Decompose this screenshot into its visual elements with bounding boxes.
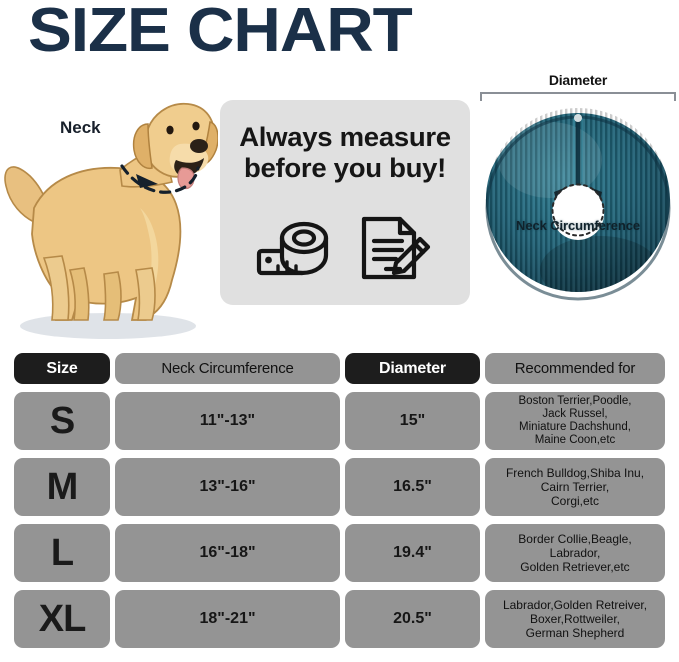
cell-recommended: Border Collie,Beagle, Labrador, Golden R… [485,524,665,582]
cell-size: S [14,392,110,450]
callout-line-2: before you buy! [244,153,446,183]
cell-neck: 18"-21" [115,590,340,648]
header-recommended-for: Recommended for [485,353,665,384]
cell-diameter: 15" [345,392,480,450]
cell-recommended: French Bulldog,Shiba Inu, Cairn Terrier,… [485,458,665,516]
header-size: Size [14,353,110,384]
measuring-tape-icon [256,221,329,275]
measure-callout-box: Always measure before you buy! [220,100,470,305]
header-diameter: Diameter [345,353,480,384]
callout-line-1: Always measure [239,122,451,152]
callout-text: Always measure before you buy! [218,122,473,184]
table-row: S 11"-13" 15" Boston Terrier,Poodle, Jac… [0,392,679,450]
neck-dashed-measure-line [120,164,200,194]
inflatable-collar-photo [480,100,676,315]
neck-circumference-label: Neck Circumference [516,218,640,233]
cell-neck: 13"-16" [115,458,340,516]
cell-recommended: Boston Terrier,Poodle, Jack Russel, Mini… [485,392,665,450]
cell-recommended: Labrador,Golden Retreiver, Boxer,Rottwei… [485,590,665,648]
table-row: L 16"-18" 19.4" Border Collie,Beagle, La… [0,524,679,582]
document-pencil-icon [361,216,431,279]
dog-illustration [0,58,218,348]
neck-label: Neck [60,118,101,137]
dog-golden-retriever-icon [4,102,218,339]
cell-neck: 11"-13" [115,392,340,450]
diameter-bracket [480,92,676,101]
product-figure: Diameter [478,72,678,320]
size-table: Size Neck Circumference Diameter Recomme… [0,353,679,659]
header-neck-circumference: Neck Circumference [115,353,340,384]
cell-size: L [14,524,110,582]
table-row: XL 18"-21" 20.5" Labrador,Golden Retreiv… [0,590,679,648]
callout-icons [220,200,470,295]
cell-diameter: 20.5" [345,590,480,648]
page-title: SIZE CHART [28,0,413,65]
cell-diameter: 16.5" [345,458,480,516]
table-row: M 13"-16" 16.5" French Bulldog,Shiba Inu… [0,458,679,516]
cell-neck: 16"-18" [115,524,340,582]
table-header-row: Size Neck Circumference Diameter Recomme… [0,353,679,384]
cell-diameter: 19.4" [345,524,480,582]
cell-size: M [14,458,110,516]
collar-donut-icon [485,108,671,301]
cell-size: XL [14,590,110,648]
diameter-label: Diameter [548,72,608,88]
